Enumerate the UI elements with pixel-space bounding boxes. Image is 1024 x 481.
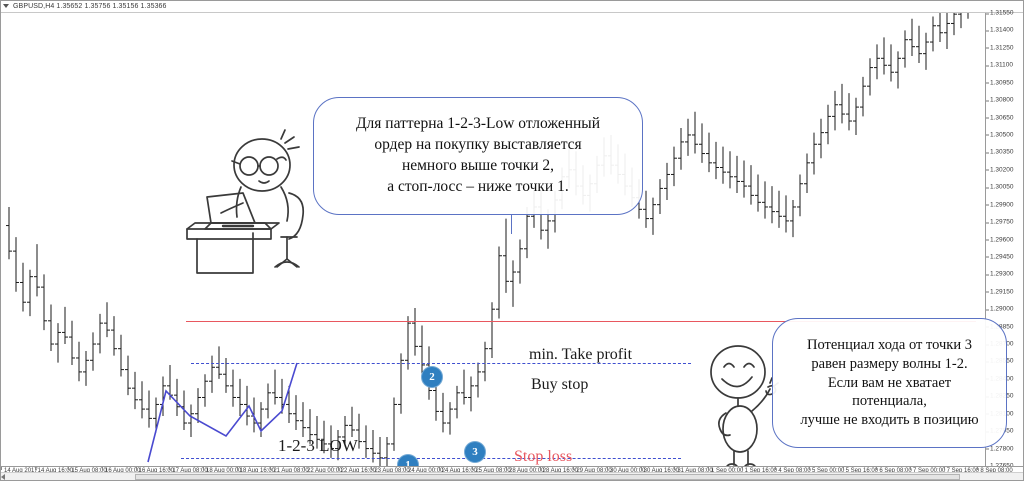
time-tick: 28 Aug 16:00: [539, 467, 578, 474]
horizontal-scrollbar[interactable]: [0, 472, 1024, 481]
price-tick: 1.31400: [986, 27, 1014, 34]
pattern-marker-2[interactable]: 2: [421, 366, 443, 388]
trader-at-desk-figure: [186, 129, 305, 274]
callout-right-line-1: Потенциал хода от точки 3: [807, 336, 972, 353]
time-tick: 4 Sep 08:00: [775, 467, 811, 474]
buy-stop-label: Buy stop: [531, 376, 589, 393]
price-tick: 1.30800: [986, 97, 1014, 104]
price-tick: 1.31550: [986, 10, 1014, 17]
time-axis[interactable]: 14 Aug 2017 14 Aug 16:00 15 Aug 08:00 16 Au…: [0, 466, 1024, 477]
time-tick: 24 Aug 00:00: [405, 467, 443, 474]
callout-right: Потенциал хода от точки 3 равен размеру …: [772, 318, 1007, 448]
time-tick: 18 Aug 00:00: [203, 467, 241, 474]
time-tick: 1 Sep 00:00: [708, 467, 743, 474]
time-tick: 7 Sep 16:00: [943, 467, 979, 474]
time-tick: 23 Aug 08:00: [371, 467, 410, 474]
callout-top-line-4: а стоп-лосс – ниже точки 1.: [387, 177, 569, 195]
time-tick: 16 Aug 16:00: [135, 467, 174, 474]
price-tick: 1.29600: [986, 236, 1014, 243]
stop-loss-line: [181, 457, 681, 459]
time-tick: 18 Aug 16:00: [236, 467, 275, 474]
time-tick: 29 Aug 08:00: [573, 467, 612, 474]
take-profit-line: [186, 320, 976, 322]
price-tick: 1.30500: [986, 131, 1014, 138]
time-tick: 31 Aug 08:00: [674, 467, 713, 474]
callout-right-line-4: потенциала,: [852, 393, 927, 410]
price-tick: 1.30650: [986, 114, 1014, 121]
callout-right-line-2: равен размеру волны 1-2.: [811, 355, 968, 372]
callout-top-line-1: Для паттерна 1-2-3-Low отложенный: [355, 115, 601, 133]
callout-right-line-5: лучше не входить в позицию: [800, 412, 979, 429]
callout-top: Для паттерна 1-2-3-Low отложенный ордер …: [313, 97, 643, 215]
price-tick: 1.29000: [986, 306, 1014, 313]
callout-right-line-3: Если вам не хватает: [827, 374, 952, 391]
time-tick: 24 Aug 16:00: [438, 467, 477, 474]
buy-stop-line: [191, 362, 691, 364]
scroll-left-arrow-icon[interactable]: [1, 474, 5, 480]
time-tick: 5 Sep 16:00: [842, 467, 878, 474]
time-tick: 30 Aug 00:00: [607, 467, 645, 474]
price-tick: 1.30350: [986, 149, 1014, 156]
scrollbar-thumb[interactable]: [135, 474, 960, 480]
time-tick: 8 Sep 08:00: [977, 467, 1013, 474]
price-tick: 1.30050: [986, 184, 1014, 191]
symbol-quote-text: GBPUSD,H4 1.35652 1.35756 1.35156 1.3536…: [13, 2, 167, 10]
price-tick: 1.27800: [986, 445, 1014, 452]
price-tick: 1.31100: [986, 62, 1013, 69]
time-tick: 21 Aug 08:00: [270, 467, 309, 474]
price-tick: 1.31250: [986, 44, 1014, 51]
time-tick: 1 Sep 16:00: [741, 467, 777, 474]
price-tick: 1.30950: [986, 79, 1014, 86]
callout-top-line-2: ордер на покупку выставляется: [374, 136, 582, 154]
price-tick: 1.29150: [986, 288, 1014, 295]
time-tick: 22 Aug 16:00: [337, 467, 376, 474]
price-tick: 1.30200: [986, 166, 1014, 173]
time-tick: 16 Aug 00:00: [102, 467, 140, 474]
time-tick: 15 Aug 08:00: [68, 467, 107, 474]
price-tick: 1.29300: [986, 271, 1014, 278]
stop-loss-label: Stop loss: [514, 448, 573, 465]
time-tick: 14 Aug 2017: [1, 467, 38, 474]
time-tick: 7 Sep 00:00: [910, 467, 945, 474]
time-tick: 14 Aug 16:00: [34, 467, 73, 474]
happy-trader-figure: [710, 345, 779, 466]
callout-top-line-3: немного выше точки 2,: [401, 157, 555, 174]
time-tick: 28 Aug 00:00: [506, 467, 544, 474]
price-tick: 1.29900: [986, 201, 1014, 208]
pattern-marker-1[interactable]: 1: [397, 454, 419, 466]
time-tick: 22 Aug 00:00: [304, 467, 342, 474]
price-tick: 1.29450: [986, 253, 1014, 260]
collapse-triangle-icon[interactable]: [3, 4, 9, 8]
time-tick: 17 Aug 08:00: [169, 467, 208, 474]
time-tick: 5 Sep 00:00: [809, 467, 844, 474]
time-tick: 25 Aug 08:00: [472, 467, 511, 474]
pattern-marker-3[interactable]: 3: [464, 441, 486, 463]
time-tick: 6 Sep 08:00: [876, 467, 912, 474]
price-tick: 1.29750: [986, 219, 1014, 226]
time-tick: 30 Aug 16:00: [640, 467, 679, 474]
pattern-name-label: 1-2-3 LOW: [278, 436, 358, 455]
take-profit-label: min. Take profit: [529, 346, 633, 363]
symbol-bar: GBPUSD,H4 1.35652 1.35756 1.35156 1.3536…: [0, 0, 1024, 13]
callout-top-tail: [511, 214, 512, 234]
